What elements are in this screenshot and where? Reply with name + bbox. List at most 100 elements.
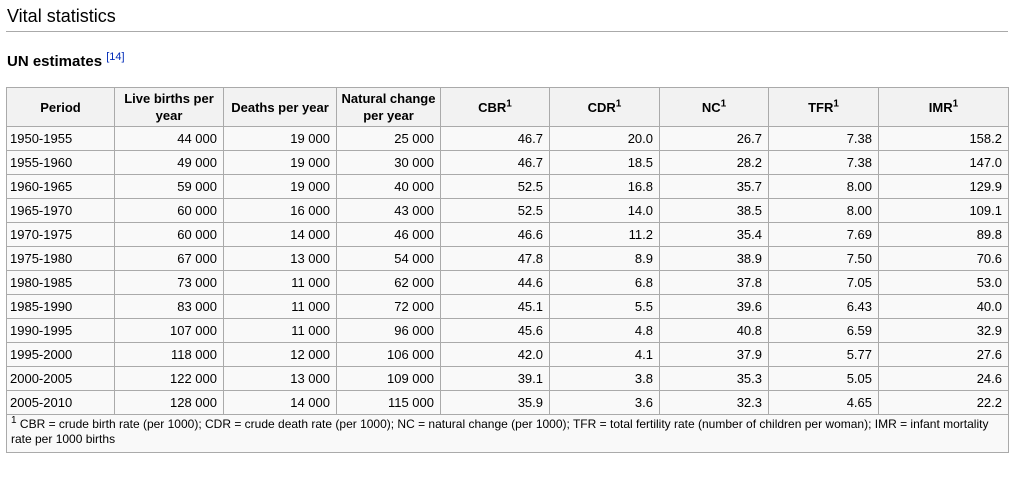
value-cell: 128 000 <box>114 390 224 415</box>
period-cell: 1960-1965 <box>6 174 115 199</box>
wiki-article-section: Vital statistics UN estimates [14] Perio… <box>6 4 1009 453</box>
value-cell: 7.69 <box>768 222 879 247</box>
value-cell: 45.1 <box>440 294 550 319</box>
column-header-natural-change: Natural change per year <box>336 87 441 127</box>
table-row: 1950-1955 44 000 19 000 25 000 46.7 20.0 26.7 7… <box>6 126 1009 151</box>
value-cell: 40 000 <box>336 174 441 199</box>
footnote-marker: 1 <box>952 98 959 110</box>
value-cell: 26.7 <box>659 126 769 151</box>
period-cell: 1985-1990 <box>6 294 115 319</box>
value-cell: 12 000 <box>223 342 337 367</box>
footnote-cell: 1 CBR = crude birth rate (per 1000); CDR… <box>6 414 1009 453</box>
value-cell: 45.6 <box>440 318 550 343</box>
table-row: 1970-1975 60 000 14 000 46 000 46.6 11.2 35.4 7… <box>6 222 1009 247</box>
value-cell: 62 000 <box>336 270 441 295</box>
table-row: 2005-2010 128 000 14 000 115 000 35.9 3.6 32.3… <box>6 390 1009 415</box>
value-cell: 46.7 <box>440 126 550 151</box>
value-cell: 39.1 <box>440 366 550 391</box>
section-heading: Vital statistics <box>6 4 1008 32</box>
value-cell: 27.6 <box>878 342 1009 367</box>
value-cell: 37.8 <box>659 270 769 295</box>
value-cell: 42.0 <box>440 342 550 367</box>
value-cell: 59 000 <box>114 174 224 199</box>
column-header-nc: NC1 <box>659 87 769 127</box>
value-cell: 5.77 <box>768 342 879 367</box>
value-cell: 14 000 <box>223 390 337 415</box>
value-cell: 13 000 <box>223 246 337 271</box>
value-cell: 8.9 <box>549 246 660 271</box>
column-header-deaths: Deaths per year <box>223 87 337 127</box>
value-cell: 54 000 <box>336 246 441 271</box>
value-cell: 3.6 <box>549 390 660 415</box>
period-cell: 1990-1995 <box>6 318 115 343</box>
value-cell: 96 000 <box>336 318 441 343</box>
value-cell: 118 000 <box>114 342 224 367</box>
table-row: 1975-1980 67 000 13 000 54 000 47.8 8.9 38.9 7.… <box>6 246 1009 271</box>
value-cell: 8.00 <box>768 198 879 223</box>
value-cell: 52.5 <box>440 198 550 223</box>
table-row: 1965-1970 60 000 16 000 43 000 52.5 14.0 38.5 8… <box>6 198 1009 223</box>
value-cell: 46 000 <box>336 222 441 247</box>
value-cell: 44 000 <box>114 126 224 151</box>
value-cell: 43 000 <box>336 198 441 223</box>
value-cell: 3.8 <box>549 366 660 391</box>
value-cell: 35.7 <box>659 174 769 199</box>
subsection-heading: UN estimates [14] <box>7 51 1008 71</box>
footnote-marker: 1 <box>506 98 512 110</box>
value-cell: 11.2 <box>549 222 660 247</box>
column-header-tfr: TFR1 <box>768 87 879 127</box>
table-row: 1980-1985 73 000 11 000 62 000 44.6 6.8 37.8 7.… <box>6 270 1009 295</box>
value-cell: 73 000 <box>114 270 224 295</box>
value-cell: 19 000 <box>223 174 337 199</box>
value-cell: 83 000 <box>114 294 224 319</box>
reference-link[interactable]: [14] <box>106 51 125 63</box>
period-cell: 2005-2010 <box>6 390 115 415</box>
value-cell: 13 000 <box>223 366 337 391</box>
column-header-period: Period <box>6 87 115 127</box>
footnote-text: CBR = crude birth rate (per 1000); CDR =… <box>11 417 989 446</box>
value-cell: 49 000 <box>114 150 224 175</box>
table-row: 1955-1960 49 000 19 000 30 000 46.7 18.5 28.2 7… <box>6 150 1009 175</box>
value-cell: 122 000 <box>114 366 224 391</box>
value-cell: 28.2 <box>659 150 769 175</box>
value-cell: 129.9 <box>878 174 1009 199</box>
value-cell: 19 000 <box>223 126 337 151</box>
footnote-marker: 1 <box>720 98 727 110</box>
column-header-label: IMR <box>928 99 953 115</box>
value-cell: 158.2 <box>878 126 1009 151</box>
table-row: 1990-1995 107 000 11 000 96 000 45.6 4.8 40.8 6… <box>6 318 1009 343</box>
value-cell: 46.7 <box>440 150 550 175</box>
period-cell: 1975-1980 <box>6 246 115 271</box>
value-cell: 37.9 <box>659 342 769 367</box>
value-cell: 4.65 <box>768 390 879 415</box>
value-cell: 53.0 <box>878 270 1009 295</box>
value-cell: 70.6 <box>878 246 1009 271</box>
footnote-marker: 1 <box>11 415 17 426</box>
column-header-cbr: CBR1 <box>440 87 550 127</box>
value-cell: 67 000 <box>114 246 224 271</box>
table-row: 1985-1990 83 000 11 000 72 000 45.1 5.5 39.6 6.… <box>6 294 1009 319</box>
footnote-row: 1 CBR = crude birth rate (per 1000); CDR… <box>6 414 1009 453</box>
column-header-live-births: Live births per year <box>114 87 224 127</box>
reference-superscript: [14] <box>106 51 124 63</box>
value-cell: 25 000 <box>336 126 441 151</box>
value-cell: 14 000 <box>223 222 337 247</box>
value-cell: 5.5 <box>549 294 660 319</box>
value-cell: 7.38 <box>768 126 879 151</box>
value-cell: 16 000 <box>223 198 337 223</box>
value-cell: 11 000 <box>223 270 337 295</box>
column-header-label: Live births per year <box>124 91 214 123</box>
table-row: 1995-2000 118 000 12 000 106 000 42.0 4.1 37.9… <box>6 342 1009 367</box>
header-row: Period Live births per year Deaths per y… <box>6 87 1009 127</box>
column-header-label: Period <box>40 99 81 115</box>
column-header-label: NC <box>701 99 721 115</box>
value-cell: 20.0 <box>549 126 660 151</box>
value-cell: 35.9 <box>440 390 550 415</box>
value-cell: 109 000 <box>336 366 441 391</box>
table-row: 1960-1965 59 000 19 000 40 000 52.5 16.8 35.7 8… <box>6 174 1009 199</box>
period-cell: 1995-2000 <box>6 342 115 367</box>
value-cell: 72 000 <box>336 294 441 319</box>
value-cell: 52.5 <box>440 174 550 199</box>
period-cell: 1965-1970 <box>6 198 115 223</box>
period-cell: 1970-1975 <box>6 222 115 247</box>
